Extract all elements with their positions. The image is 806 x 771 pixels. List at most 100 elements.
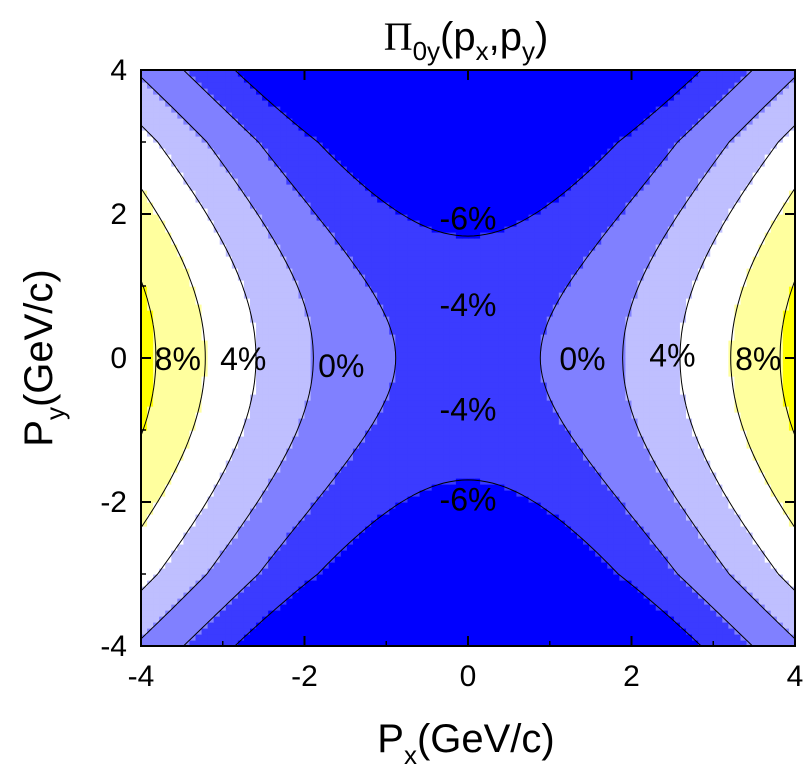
- contour-band-cell: [443, 496, 451, 503]
- contour-band-cell: [268, 400, 275, 407]
- contour-band-cell: [371, 514, 378, 521]
- contour-band-cell: [710, 610, 717, 617]
- contour-band-cell: [298, 448, 306, 455]
- contour-band-cell: [219, 442, 227, 449]
- contour-band-cell: [764, 436, 772, 443]
- contour-band-cell: [752, 496, 760, 503]
- contour-band-cell: [498, 556, 505, 563]
- contour-band-cell: [262, 592, 269, 599]
- contour-band-cell: [274, 496, 281, 503]
- contour-band-cell: [776, 562, 784, 569]
- contour-band-cell: [528, 406, 536, 413]
- contour-band-cell: [504, 634, 511, 641]
- contour-band-cell: [177, 376, 184, 383]
- contour-band-cell: [595, 622, 602, 629]
- contour-band-cell: [601, 580, 608, 587]
- contour-band-cell: [679, 526, 687, 533]
- contour-band-cell: [686, 406, 693, 413]
- contour-band-cell: [613, 640, 620, 646]
- contour-band-cell: [401, 568, 409, 575]
- contour-band-cell: [177, 418, 184, 425]
- contour-band-cell: [516, 634, 524, 641]
- contour-band-cell: [461, 400, 469, 407]
- contour-band-cell: [243, 568, 251, 575]
- contour-band-cell: [474, 502, 481, 509]
- contour-band-cell: [492, 448, 499, 455]
- contour-band-cell: [237, 370, 245, 377]
- contour-band-cell: [522, 574, 530, 581]
- contour-band-cell: [625, 412, 633, 419]
- contour-band-cell: [698, 544, 705, 551]
- contour-band-cell: [286, 622, 293, 629]
- contour-band-cell: [468, 394, 475, 401]
- contour-band-cell: [352, 544, 360, 551]
- contour-band-cell: [570, 628, 578, 635]
- contour-band-cell: [631, 376, 639, 383]
- contour-band-cell: [704, 400, 711, 407]
- contour-band-cell: [776, 496, 784, 503]
- contour-band-cell: [352, 598, 360, 605]
- contour-band-cell: [352, 574, 360, 581]
- contour-band-cell: [461, 388, 469, 395]
- contour-band-cell: [183, 580, 191, 587]
- contour-band-cell: [546, 424, 554, 431]
- contour-band-cell: [758, 466, 766, 473]
- contour-band-cell: [213, 388, 221, 395]
- contour-band-cell: [389, 496, 396, 503]
- contour-band-cell: [631, 382, 639, 389]
- contour-band-cell: [770, 478, 778, 485]
- contour-band-cell: [722, 382, 729, 389]
- contour-band-cell: [365, 556, 372, 563]
- contour-band-cell: [486, 490, 493, 497]
- contour-band-cell: [225, 574, 233, 581]
- contour-band-cell: [407, 502, 415, 509]
- contour-band-cell: [704, 484, 711, 491]
- contour-band-cell: [256, 502, 263, 509]
- contour-band-cell: [304, 640, 312, 646]
- contour-band-cell: [256, 394, 263, 401]
- contour-band-cell: [631, 496, 639, 503]
- contour-band-cell: [407, 376, 415, 383]
- contour-band-cell: [256, 562, 263, 569]
- contour-band-cell: [201, 640, 209, 646]
- contour-band-cell: [625, 436, 633, 443]
- contour-band-cell: [455, 586, 463, 593]
- contour-band-cell: [401, 400, 409, 407]
- contour-band-cell: [570, 484, 578, 491]
- contour-band-cell: [177, 388, 184, 395]
- contour-band-cell: [480, 622, 487, 629]
- contour-band-cell: [237, 394, 245, 401]
- contour-band-cell: [225, 520, 233, 527]
- contour-band-cell: [359, 442, 366, 449]
- contour-band-cell: [601, 442, 608, 449]
- contour-band-cell: [352, 418, 360, 425]
- contour-band-cell: [528, 622, 536, 629]
- contour-band-cell: [292, 616, 300, 623]
- contour-band-cell: [213, 640, 221, 646]
- contour-band-cell: [292, 568, 300, 575]
- contour-band-cell: [455, 568, 463, 575]
- contour-band-cell: [292, 562, 300, 569]
- contour-band-cell: [177, 466, 184, 473]
- contour-band-cell: [286, 508, 293, 515]
- contour-band-cell: [764, 592, 772, 599]
- contour-band-cell: [189, 436, 197, 443]
- contour-band-cell: [595, 436, 602, 443]
- contour-band-cell: [219, 472, 227, 479]
- contour-band-cell: [764, 538, 772, 545]
- contour-band-cell: [722, 604, 729, 611]
- contour-band-cell: [165, 616, 172, 623]
- contour-band-cell: [692, 466, 699, 473]
- contour-band-cell: [667, 628, 675, 635]
- contour-band-cell: [431, 436, 439, 443]
- contour-band-cell: [419, 634, 427, 641]
- contour-band-cell: [570, 430, 578, 437]
- contour-band-cell: [322, 592, 330, 599]
- contour-band-cell: [395, 436, 402, 443]
- contour-band-cell: [183, 484, 191, 491]
- contour-band-cell: [383, 478, 390, 485]
- contour-band-cell: [746, 520, 754, 527]
- contour-band-cell: [595, 574, 602, 581]
- contour-band-cell: [564, 376, 572, 383]
- contour-band-cell: [540, 574, 548, 581]
